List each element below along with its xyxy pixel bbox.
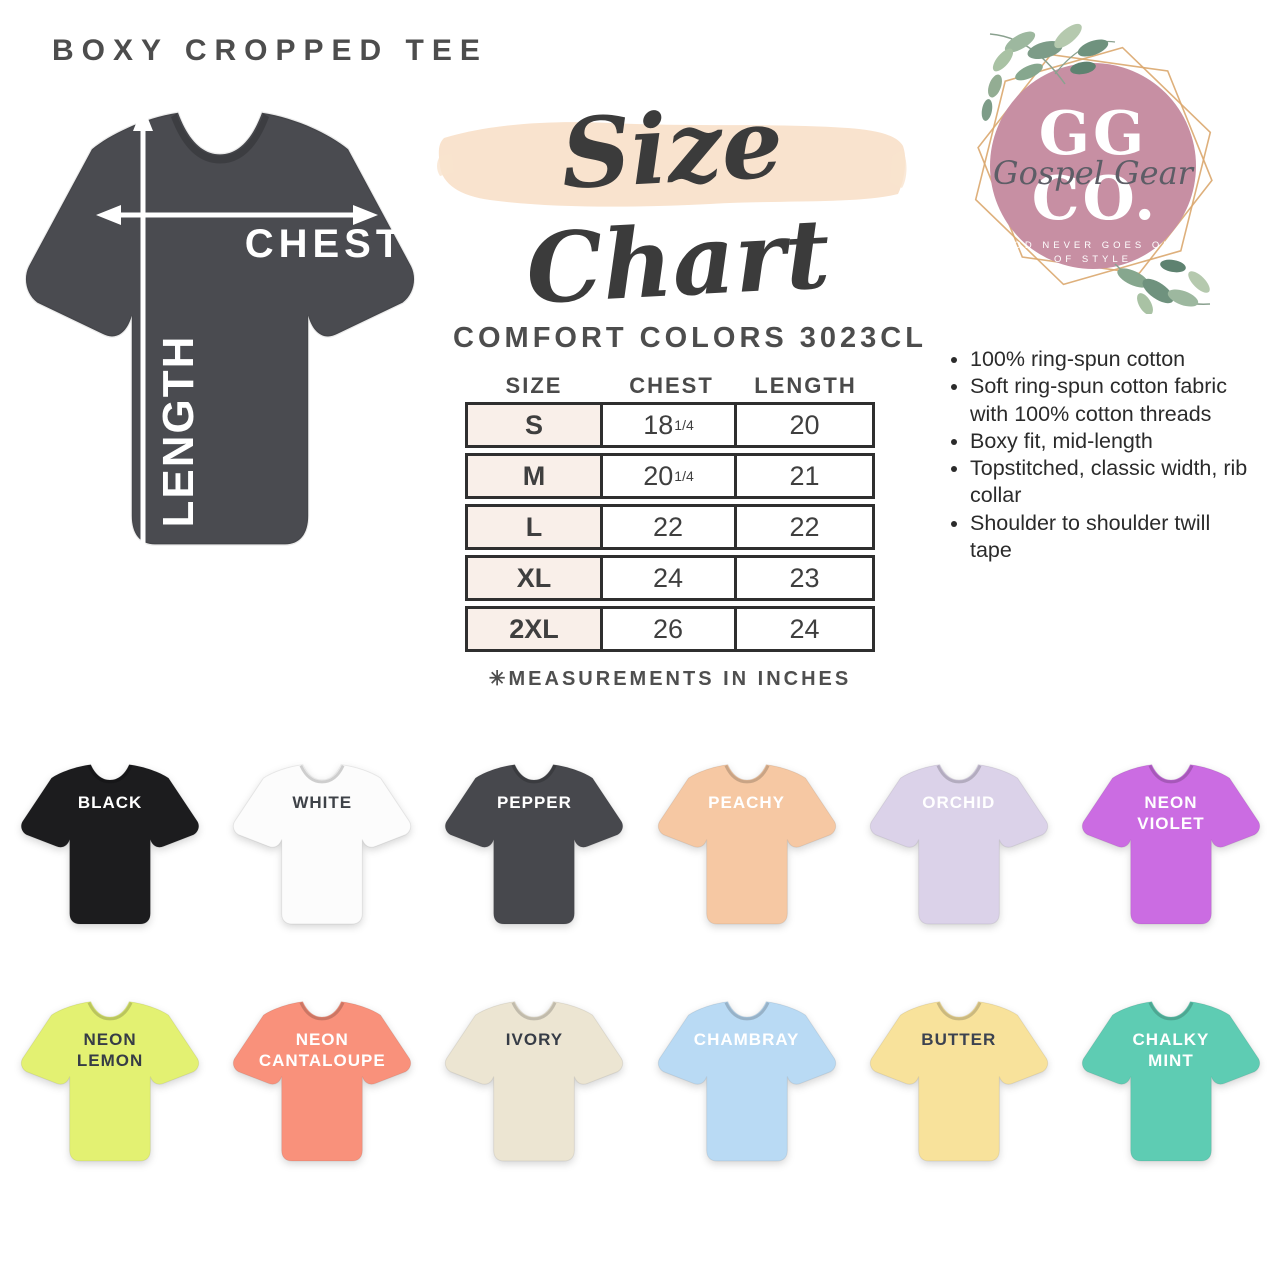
feature-item: 100% ring-spun cotton — [970, 346, 1250, 373]
color-swatch-row-1: BLACK WHITE PEPPER PEACHY ORCHID NEON VI… — [4, 748, 1277, 963]
table-row: XL 24 23 — [465, 555, 875, 601]
tee-icon — [444, 1000, 625, 1163]
chest-value: 26 — [603, 609, 737, 649]
swatch-label: BLACK — [77, 793, 143, 812]
diagram-tee — [26, 113, 414, 545]
logo-script: Gospel Gear — [993, 154, 1195, 192]
size-value: L — [468, 507, 603, 547]
chest-arrow-icon — [96, 205, 378, 225]
page-title: BOXY CROPPED TEE — [52, 34, 488, 67]
chest-value: 22 — [603, 507, 737, 547]
logo-tagline-1: GOD NEVER GOES OUT — [1002, 240, 1184, 251]
logo-circle — [990, 63, 1196, 269]
tee-icon — [19, 763, 201, 926]
tee-icon — [656, 763, 837, 926]
tee-icon — [444, 763, 625, 926]
brand-logo: GG CO. Gospel Gear GOD NEVER GOES OUT OF… — [974, 23, 1213, 314]
header-size: SIZE — [505, 373, 563, 398]
swatch-chambray: CHAMBRAY — [641, 985, 853, 1200]
chest-value: 20 1/4 — [603, 456, 737, 496]
color-swatch-row-2: NEON LEMON NEON CANTALOUPE IVORY CHAMBRA… — [4, 985, 1277, 1200]
size-table-header: SIZE CHEST LENGTH — [465, 370, 875, 402]
product-heading: COMFORT COLORS 3023CL — [453, 322, 927, 354]
table-row: M 20 1/4 21 — [465, 453, 875, 499]
chest-number: 18 — [643, 409, 674, 440]
table-row: L 22 22 — [465, 504, 875, 550]
greenery-top-left-icon — [981, 23, 1116, 121]
feature-item: Soft ring-spun cotton fabric with 100% c… — [970, 373, 1250, 428]
tee-icon — [656, 1000, 837, 1163]
size-value: 2XL — [468, 609, 603, 649]
length-label: LENGTH — [154, 335, 203, 528]
swatch-peachy: PEACHY — [641, 748, 853, 963]
tee-icon — [1080, 1000, 1262, 1163]
swatch-label: CHALKY MINT — [1132, 1030, 1210, 1071]
length-arrow-icon — [133, 106, 153, 550]
swatch-label: BUTTER — [921, 1030, 997, 1049]
swatch-white: WHITE — [216, 748, 428, 963]
swatch-label: WHITE — [292, 793, 353, 812]
size-value: M — [468, 456, 603, 496]
chest-number: 22 — [652, 511, 684, 542]
header-length: LENGTH — [754, 373, 857, 398]
chest-number: 24 — [652, 562, 684, 593]
size-chart-title-block: Size Chart — [428, 66, 922, 326]
logo-monogram-top: GG — [1039, 99, 1147, 169]
header-chest: CHEST — [629, 373, 714, 398]
measurement-diagram: CHEST LENGTH — [8, 106, 432, 550]
tee-icon — [232, 763, 413, 926]
feature-item: Topstitched, classic width, rib collar — [970, 455, 1250, 510]
swatch-neon-violet: NEON VIOLET — [1065, 748, 1277, 963]
logo-tagline-2: OF STYLE — [1054, 254, 1132, 265]
swatch-chalky-mint: CHALKY MINT — [1065, 985, 1277, 1200]
brush-stroke — [437, 122, 907, 207]
greenery-bottom-right-icon — [1114, 259, 1211, 314]
chest-label: CHEST — [245, 222, 406, 266]
feature-item: Boxy fit, mid-length — [970, 428, 1250, 455]
swatch-butter: BUTTER — [853, 985, 1065, 1200]
swatch-label: ORCHID — [922, 793, 996, 812]
swatch-neon-lemon: NEON LEMON — [4, 985, 216, 1200]
swatch-label: PEACHY — [708, 793, 786, 812]
feature-list: 100% ring-spun cotton Soft ring-spun cot… — [950, 346, 1250, 564]
feature-item: Shoulder to shoulder twill tape — [970, 510, 1250, 565]
swatch-orchid: ORCHID — [853, 748, 1065, 963]
swatch-label: IVORY — [505, 1030, 564, 1049]
length-value: 21 — [789, 460, 820, 491]
swatch-black: BLACK — [4, 748, 216, 963]
tee-icon — [868, 1000, 1049, 1163]
measurements-note: ✳MEASUREMENTS IN INCHES — [488, 668, 852, 690]
swatch-pepper: PEPPER — [428, 748, 640, 963]
chest-value: 24 — [603, 558, 737, 598]
script-title: Size Chart — [523, 86, 833, 326]
swatch-label: CHAMBRAY — [693, 1030, 800, 1049]
swatch-ivory: IVORY — [428, 985, 640, 1200]
tee-icon — [868, 763, 1049, 926]
size-value: S — [468, 405, 603, 445]
chest-number: 26 — [652, 613, 684, 644]
length-value: 23 — [789, 562, 820, 593]
swatch-label: NEON LEMON — [76, 1030, 144, 1071]
logo-hexagon-2 — [974, 46, 1212, 286]
length-value: 20 — [789, 409, 820, 440]
swatch-label: PEPPER — [496, 793, 572, 812]
swatch-label: NEON CANTALOUPE — [258, 1030, 386, 1071]
length-value: 24 — [789, 613, 820, 644]
size-value: XL — [468, 558, 603, 598]
size-table: SIZE CHEST LENGTH S 18 1/4 20 M 20 1/4 21 … — [465, 370, 875, 657]
tee-icon — [232, 1000, 413, 1163]
swatch-label: NEON VIOLET — [1137, 793, 1205, 834]
swatch-neon-cantaloupe: NEON CANTALOUPE — [216, 985, 428, 1200]
tee-icon — [19, 1000, 201, 1163]
table-row: 2XL 26 24 — [465, 606, 875, 652]
table-row: S 18 1/4 20 — [465, 402, 875, 448]
tee-icon — [1080, 763, 1262, 926]
length-value: 22 — [789, 511, 820, 542]
chest-value: 18 1/4 — [603, 405, 737, 445]
chest-number: 20 — [643, 460, 674, 491]
logo-monogram-bottom: CO. — [1032, 164, 1158, 234]
